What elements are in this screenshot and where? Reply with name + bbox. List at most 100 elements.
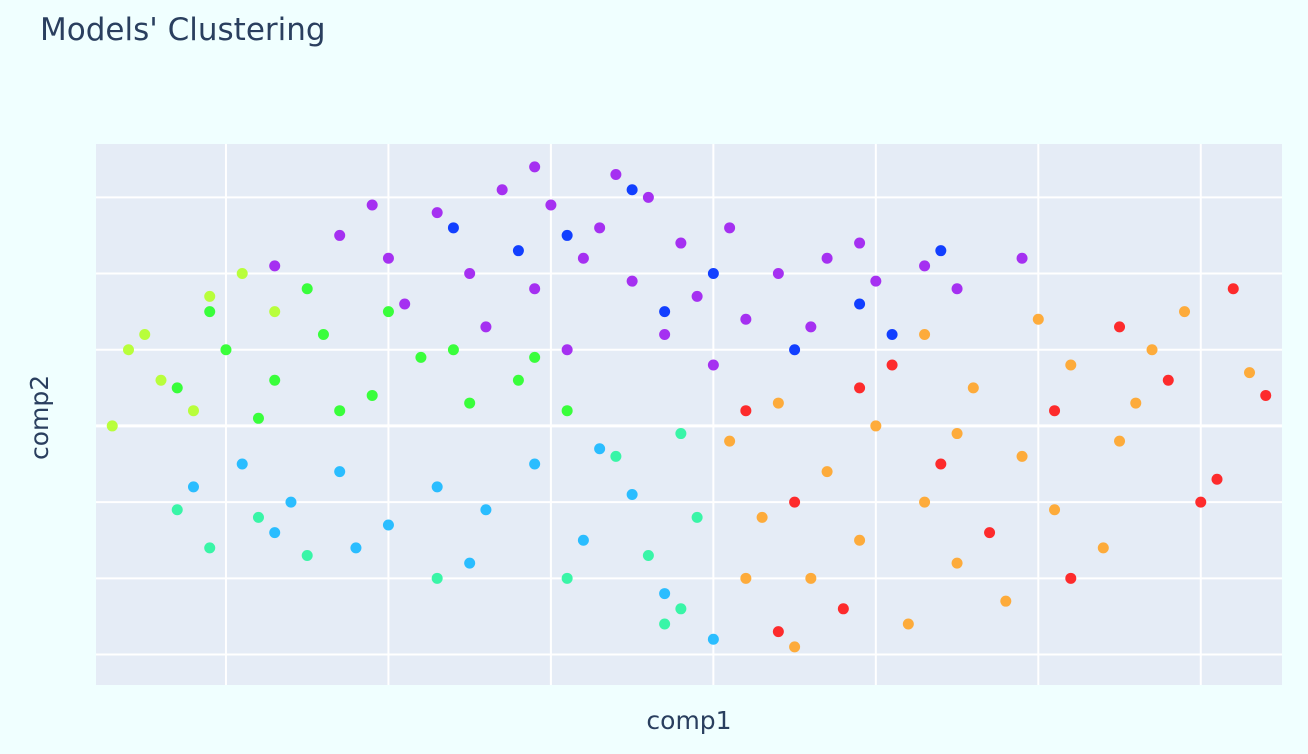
data-point[interactable]	[447, 344, 459, 356]
data-point[interactable]	[204, 290, 216, 302]
data-point[interactable]	[919, 260, 931, 272]
data-point[interactable]	[772, 268, 784, 280]
data-point[interactable]	[269, 260, 281, 272]
data-point[interactable]	[740, 313, 752, 325]
data-point[interactable]	[334, 229, 346, 241]
data-point[interactable]	[642, 191, 654, 203]
data-point[interactable]	[772, 626, 784, 638]
data-point[interactable]	[594, 222, 606, 234]
data-point[interactable]	[382, 252, 394, 264]
data-point[interactable]	[1162, 374, 1174, 386]
data-point[interactable]	[772, 397, 784, 409]
data-point[interactable]	[1146, 344, 1158, 356]
data-point[interactable]	[1227, 283, 1239, 295]
data-point[interactable]	[269, 306, 281, 318]
data-point[interactable]	[512, 245, 524, 257]
data-point[interactable]	[382, 306, 394, 318]
data-point[interactable]	[1114, 435, 1126, 447]
data-point[interactable]	[740, 572, 752, 584]
data-point[interactable]	[447, 222, 459, 234]
data-point[interactable]	[740, 405, 752, 417]
data-point[interactable]	[1114, 321, 1126, 333]
data-point[interactable]	[269, 374, 281, 386]
data-point[interactable]	[1065, 572, 1077, 584]
data-point[interactable]	[854, 534, 866, 546]
data-point[interactable]	[382, 519, 394, 531]
data-point[interactable]	[561, 572, 573, 584]
data-point[interactable]	[951, 557, 963, 569]
data-point[interactable]	[707, 359, 719, 371]
data-point[interactable]	[1260, 389, 1272, 401]
data-point[interactable]	[252, 511, 264, 523]
data-point[interactable]	[171, 504, 183, 516]
data-point[interactable]	[724, 435, 736, 447]
data-point[interactable]	[675, 603, 687, 615]
data-point[interactable]	[675, 428, 687, 440]
data-point[interactable]	[1195, 496, 1207, 508]
data-point[interactable]	[951, 283, 963, 295]
data-point[interactable]	[317, 328, 329, 340]
data-point[interactable]	[155, 374, 167, 386]
data-point[interactable]	[919, 496, 931, 508]
data-point[interactable]	[106, 420, 118, 432]
data-point[interactable]	[659, 306, 671, 318]
data-point[interactable]	[529, 351, 541, 363]
data-point[interactable]	[886, 328, 898, 340]
data-point[interactable]	[610, 450, 622, 462]
data-point[interactable]	[366, 199, 378, 211]
data-point[interactable]	[204, 542, 216, 554]
data-point[interactable]	[870, 275, 882, 287]
data-point[interactable]	[561, 405, 573, 417]
data-point[interactable]	[789, 496, 801, 508]
data-point[interactable]	[187, 405, 199, 417]
data-point[interactable]	[529, 458, 541, 470]
data-point[interactable]	[1211, 473, 1223, 485]
data-point[interactable]	[577, 252, 589, 264]
data-point[interactable]	[1244, 367, 1256, 379]
data-point[interactable]	[1016, 252, 1028, 264]
data-point[interactable]	[805, 572, 817, 584]
data-point[interactable]	[1016, 450, 1028, 462]
data-point[interactable]	[399, 298, 411, 310]
data-point[interactable]	[659, 618, 671, 630]
data-point[interactable]	[626, 184, 638, 196]
data-point[interactable]	[821, 466, 833, 478]
data-point[interactable]	[870, 420, 882, 432]
data-point[interactable]	[854, 382, 866, 394]
data-point[interactable]	[1049, 504, 1061, 516]
data-point[interactable]	[1049, 405, 1061, 417]
data-point[interactable]	[837, 603, 849, 615]
data-point[interactable]	[951, 428, 963, 440]
data-point[interactable]	[512, 374, 524, 386]
data-point[interactable]	[464, 397, 476, 409]
data-point[interactable]	[204, 306, 216, 318]
data-point[interactable]	[626, 275, 638, 287]
data-point[interactable]	[1032, 313, 1044, 325]
data-point[interactable]	[789, 641, 801, 653]
data-point[interactable]	[431, 207, 443, 219]
data-point[interactable]	[285, 496, 297, 508]
data-point[interactable]	[1130, 397, 1142, 409]
data-point[interactable]	[139, 328, 151, 340]
data-point[interactable]	[659, 328, 671, 340]
data-point[interactable]	[529, 161, 541, 173]
data-point[interactable]	[967, 382, 979, 394]
data-point[interactable]	[854, 298, 866, 310]
data-point[interactable]	[691, 511, 703, 523]
data-point[interactable]	[545, 199, 557, 211]
data-point[interactable]	[724, 222, 736, 234]
data-point[interactable]	[577, 534, 589, 546]
data-point[interactable]	[610, 168, 622, 180]
data-point[interactable]	[789, 344, 801, 356]
data-point[interactable]	[1000, 595, 1012, 607]
data-point[interactable]	[480, 321, 492, 333]
data-point[interactable]	[886, 359, 898, 371]
data-point[interactable]	[529, 283, 541, 295]
data-point[interactable]	[269, 527, 281, 539]
data-point[interactable]	[431, 481, 443, 493]
data-point[interactable]	[334, 405, 346, 417]
data-point[interactable]	[561, 344, 573, 356]
data-point[interactable]	[1097, 542, 1109, 554]
data-point[interactable]	[301, 549, 313, 561]
data-point[interactable]	[464, 557, 476, 569]
